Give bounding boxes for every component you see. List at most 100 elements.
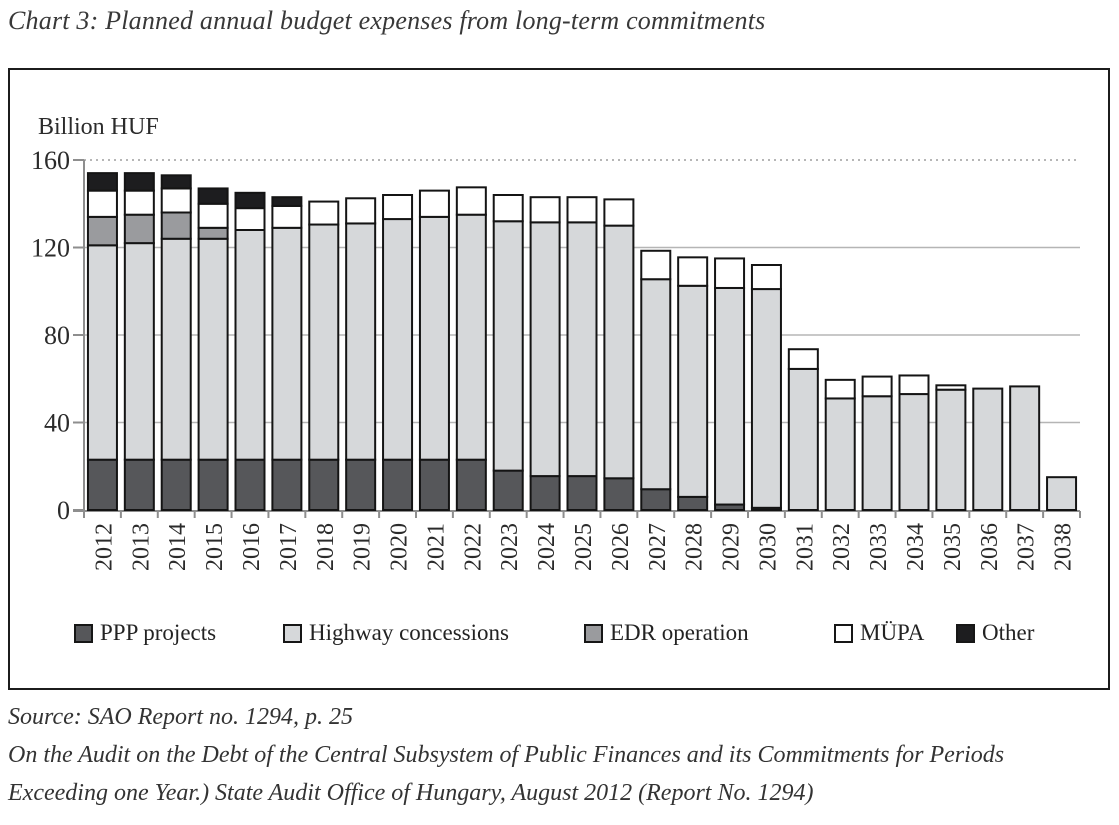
x-tick-label: 2025: [571, 523, 597, 571]
bar-segment-2018-müpa: [308, 200, 340, 226]
bar-2028: [677, 256, 709, 511]
x-tick-label: 2024: [534, 523, 560, 571]
bar-2023: [492, 194, 524, 511]
bar-segment-2032-müpa: [824, 378, 856, 400]
bar-segment-2023-highway-concessions: [492, 220, 524, 472]
x-tick-label: 2029: [719, 523, 745, 571]
bar-segment-2017-highway-concessions: [271, 226, 303, 461]
bar-segment-2018-ppp-projects: [308, 458, 340, 511]
x-tick-label: 2017: [276, 523, 302, 571]
bar-segment-2013-other: [123, 172, 155, 192]
bar-segment-2013-highway-concessions: [123, 242, 155, 461]
bar-segment-2012-highway-concessions: [86, 244, 118, 461]
stacked-bar-chart: 0 40 80 120 160 2012 2013 2014 2015 2016 2017 2018 2…: [31, 146, 1081, 571]
bar-segment-2032-highway-concessions: [824, 397, 856, 511]
x-tick-label: 2016: [239, 523, 265, 571]
bar-segment-2012-other: [86, 172, 118, 192]
bar-2020: [382, 194, 414, 511]
bar-segment-2017-other: [271, 196, 303, 207]
x-tick-label: 2030: [755, 523, 781, 571]
bar-2012: [86, 172, 118, 511]
x-tick-label: 2012: [91, 523, 117, 571]
bar-segment-2016-müpa: [234, 207, 266, 231]
bar-segment-2025-ppp-projects: [566, 475, 598, 511]
y-tick-label: 40: [44, 409, 70, 438]
bar-segment-2025-highway-concessions: [566, 221, 598, 478]
bar-segment-2020-ppp-projects: [382, 458, 414, 511]
y-tick-label: 80: [44, 321, 70, 350]
x-tick-label: 2034: [903, 523, 929, 571]
bar-segment-2023-müpa: [492, 194, 524, 223]
bar-2018: [308, 200, 340, 511]
bar-2017: [271, 196, 303, 511]
bar-segment-2016-other: [234, 191, 266, 210]
bar-segment-2031-müpa: [787, 348, 819, 370]
chart-legend: PPP projects Highway concessions EDR opera…: [10, 620, 1108, 654]
bar-segment-2021-highway-concessions: [418, 215, 450, 461]
bar-segment-2015-highway-concessions: [197, 237, 229, 461]
bar-segment-2014-müpa: [160, 187, 192, 214]
bar-segment-2036-highway-concessions: [972, 387, 1004, 511]
bar-segment-2026-highway-concessions: [603, 224, 635, 480]
bar-2036: [972, 387, 1004, 511]
x-tick-label: 2036: [977, 523, 1003, 571]
bar-segment-2037-highway-concessions: [1009, 385, 1041, 511]
bar-2026: [603, 198, 635, 511]
bar-2016: [234, 191, 266, 511]
bar-segment-2016-highway-concessions: [234, 229, 266, 461]
legend-item-highway-concessions: Highway concessions: [283, 620, 509, 646]
bar-segment-2015-müpa: [197, 202, 229, 229]
bar-segment-2029-müpa: [714, 257, 746, 289]
bar-2015: [197, 187, 229, 511]
x-tick-label: 2013: [128, 523, 154, 571]
bar-segment-2017-müpa: [271, 204, 303, 229]
legend-swatch-icon: [584, 623, 603, 643]
legend-item-other: Other: [956, 620, 1034, 646]
bar-segment-2026-müpa: [603, 198, 635, 227]
bar-segment-2014-highway-concessions: [160, 237, 192, 461]
legend-item-müpa: MÜPA: [834, 620, 924, 646]
bar-2021: [418, 189, 450, 511]
bar-segment-2021-müpa: [418, 189, 450, 218]
x-tick-label: 2038: [1051, 523, 1077, 571]
page-title: Chart 3: Planned annual budget expenses …: [8, 6, 766, 35]
bar-segment-2035-müpa: [935, 384, 967, 391]
bar-2038: [1046, 476, 1078, 511]
y-tick-label: 0: [57, 496, 70, 525]
x-tick-label: 2031: [792, 523, 818, 571]
bar-2013: [123, 172, 155, 511]
bar-segment-2022-ppp-projects: [455, 458, 487, 511]
legend-label: Other: [982, 620, 1035, 645]
legend-item-edr-operation: EDR operation: [584, 620, 749, 646]
x-tick-label: 2035: [940, 523, 966, 571]
legend-label: MÜPA: [860, 620, 925, 645]
bar-segment-2020-highway-concessions: [382, 218, 414, 461]
bar-segment-2015-edr-operation: [197, 226, 229, 240]
bar-segment-2016-ppp-projects: [234, 458, 266, 511]
bar-segment-2017-ppp-projects: [271, 458, 303, 511]
bar-2037: [1009, 385, 1041, 511]
x-tick-label: 2022: [460, 523, 486, 571]
bar-segment-2013-edr-operation: [123, 213, 155, 245]
bar-2034: [898, 374, 930, 511]
bar-segment-2019-highway-concessions: [345, 222, 377, 461]
bar-segment-2031-highway-concessions: [787, 367, 819, 511]
bar-2032: [824, 378, 856, 511]
legend-label: PPP projects: [100, 620, 217, 645]
x-tick-label: 2028: [682, 523, 708, 571]
bar-segment-2013-ppp-projects: [123, 458, 155, 511]
bar-segment-2012-ppp-projects: [86, 458, 118, 511]
y-tick-label: 120: [31, 234, 70, 263]
bar-segment-2027-highway-concessions: [640, 278, 672, 491]
x-tick-label: 2021: [423, 523, 449, 571]
bar-segment-2013-müpa: [123, 189, 155, 216]
x-tick-label: 2032: [829, 523, 855, 571]
bar-segment-2019-müpa: [345, 197, 377, 225]
legend-swatch-icon: [956, 623, 975, 643]
bar-2027: [640, 249, 672, 511]
legend-label: EDR operation: [610, 620, 749, 645]
x-tick-label: 2015: [202, 523, 228, 571]
source-note: Source: SAO Report no. 1294, p. 25 On th…: [8, 698, 1116, 812]
legend-swatch-icon: [74, 623, 93, 643]
